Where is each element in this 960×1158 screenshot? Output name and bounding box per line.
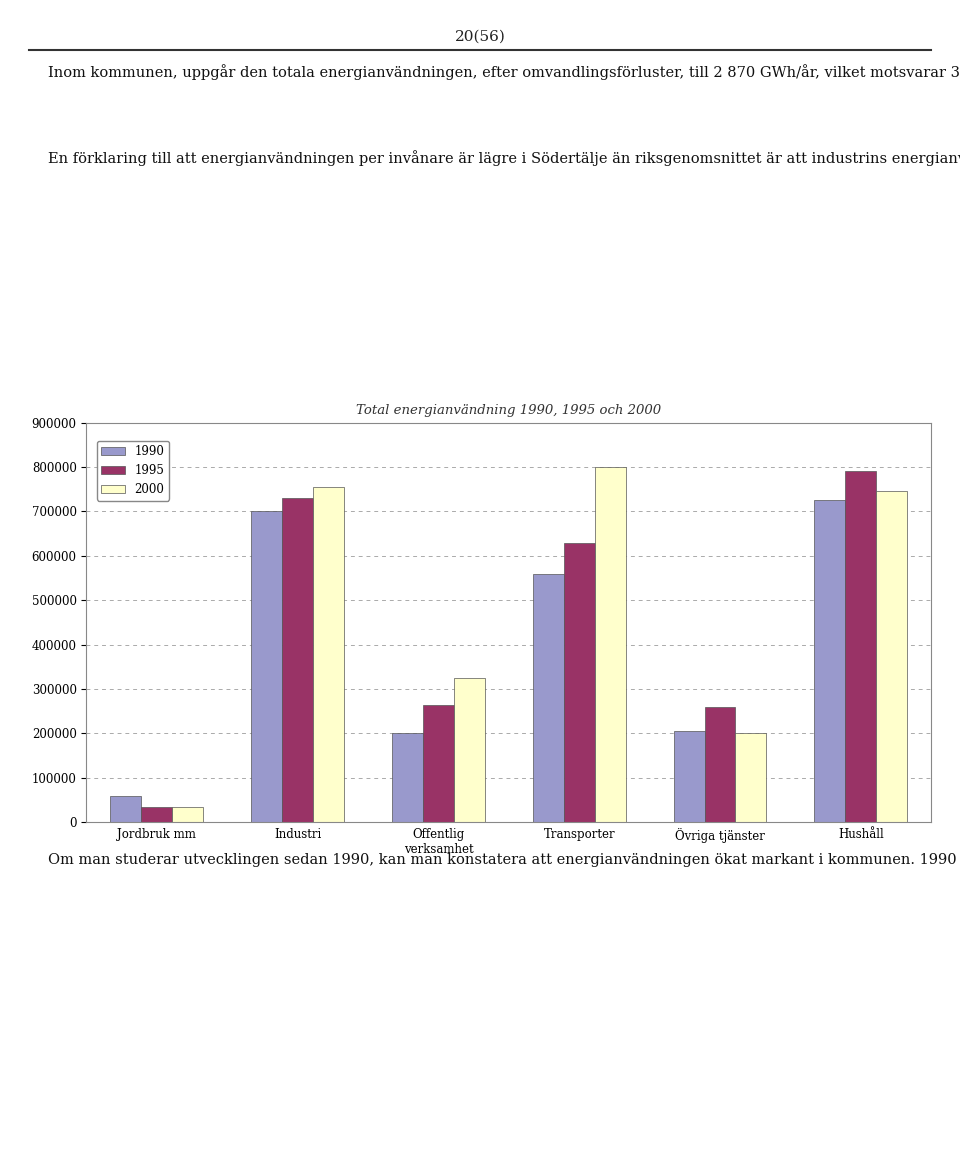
Bar bbox=[594, 467, 626, 822]
Title: Total energianvändning 1990, 1995 och 2000: Total energianvändning 1990, 1995 och 20… bbox=[356, 404, 661, 417]
Bar bbox=[252, 512, 282, 822]
Bar bbox=[454, 677, 485, 822]
Bar bbox=[564, 542, 594, 822]
Bar bbox=[846, 471, 876, 822]
Bar bbox=[282, 498, 313, 822]
Bar bbox=[814, 500, 846, 822]
Bar bbox=[392, 733, 423, 822]
Bar bbox=[172, 807, 204, 822]
Bar bbox=[423, 704, 454, 822]
Bar bbox=[533, 573, 564, 822]
Bar bbox=[674, 731, 705, 822]
Text: Inom kommunen, uppgår den totala energianvändningen, efter omvandlingsförluster,: Inom kommunen, uppgår den totala energia… bbox=[48, 64, 960, 80]
Bar bbox=[876, 491, 907, 822]
Bar bbox=[141, 807, 172, 822]
Legend: 1990, 1995, 2000: 1990, 1995, 2000 bbox=[97, 440, 169, 500]
Text: Om man studerar utvecklingen sedan 1990, kan man konstatera att energianvändning: Om man studerar utvecklingen sedan 1990,… bbox=[48, 851, 960, 867]
Text: En förklaring till att energianvändningen per invånare är lägre i Södertälje än : En förklaring till att energianvändninge… bbox=[48, 151, 960, 167]
Bar bbox=[735, 733, 766, 822]
Bar bbox=[705, 706, 735, 822]
Text: 20(56): 20(56) bbox=[455, 30, 505, 44]
Bar bbox=[110, 796, 141, 822]
Bar bbox=[313, 488, 344, 822]
